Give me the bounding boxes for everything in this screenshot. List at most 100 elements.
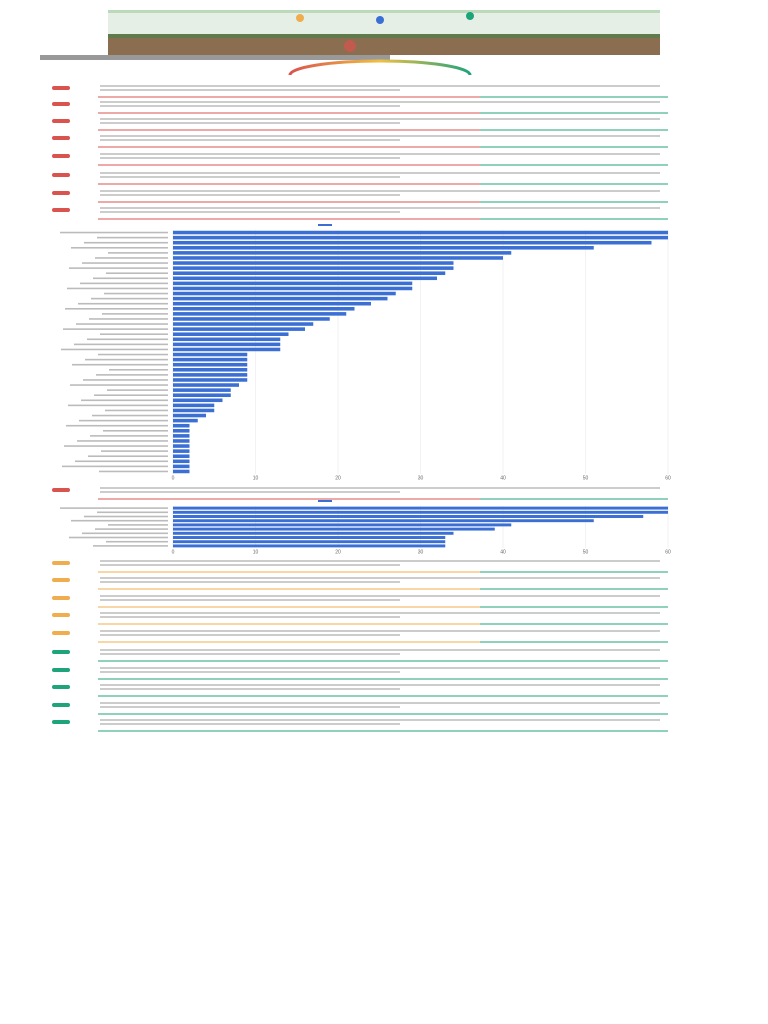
bar [173, 418, 198, 423]
text-line [100, 105, 400, 107]
bar [173, 342, 281, 347]
x-tick-label: 40 [500, 475, 506, 481]
text-line [100, 101, 660, 103]
status-marker [52, 102, 70, 106]
bar [173, 337, 281, 342]
category-label-placeholder [107, 389, 168, 391]
bar [173, 469, 190, 474]
text-line [100, 671, 400, 673]
category-label-placeholder [79, 419, 168, 422]
bar [173, 251, 512, 255]
map-strip [108, 10, 660, 13]
category-label-placeholder [93, 545, 168, 547]
status-marker [52, 119, 70, 123]
x-tick-label: 30 [418, 475, 424, 481]
bar [173, 301, 371, 306]
bar [173, 434, 190, 438]
map-aerial [108, 34, 660, 55]
bar [173, 423, 190, 428]
text-line [100, 577, 660, 579]
category-label-placeholder [77, 440, 168, 442]
category-label-placeholder [85, 358, 168, 361]
bar [173, 235, 668, 240]
status-marker [52, 86, 70, 90]
status-marker [52, 631, 70, 635]
text-line [100, 207, 660, 209]
bar [173, 281, 413, 286]
status-marker [52, 668, 70, 672]
bar [173, 373, 248, 377]
category-label-placeholder [69, 536, 168, 539]
text-line [100, 85, 660, 87]
status-marker [52, 191, 70, 195]
category-label-placeholder [72, 363, 168, 366]
text-line [100, 157, 400, 159]
x-tick-label: 60 [665, 549, 671, 555]
bar [173, 544, 446, 548]
category-label-placeholder [84, 241, 168, 244]
text-line [100, 653, 400, 655]
title-placeholder [40, 55, 390, 60]
text-line [100, 89, 400, 91]
category-label-placeholder [105, 409, 168, 412]
category-label-placeholder [99, 470, 168, 473]
text-line [100, 684, 660, 686]
category-label-placeholder [97, 511, 168, 514]
category-label-placeholder [97, 236, 168, 239]
health-gauge [288, 59, 472, 76]
text-line [100, 634, 400, 636]
text-line [100, 649, 660, 651]
bar [173, 332, 289, 336]
text-line [100, 564, 400, 566]
category-label-placeholder [69, 267, 168, 269]
bar [173, 317, 330, 321]
bar [173, 240, 652, 245]
text-line [100, 491, 400, 493]
bar [173, 276, 437, 281]
category-label-placeholder [67, 287, 168, 290]
bar [173, 506, 668, 510]
x-tick-label: 0 [172, 475, 175, 481]
category-label-placeholder [106, 540, 168, 543]
bar [173, 230, 668, 235]
category-label-placeholder [64, 445, 168, 447]
x-tick-label: 0 [172, 549, 175, 555]
bar [173, 271, 446, 275]
text-line [100, 176, 400, 178]
text-line [100, 211, 400, 213]
bar [173, 444, 190, 448]
bar [173, 352, 248, 357]
status-marker [52, 561, 70, 565]
bar [173, 527, 495, 531]
text-line [100, 560, 660, 562]
status-marker [52, 136, 70, 140]
bar [173, 357, 248, 362]
text-line [100, 581, 400, 583]
category-label-placeholder [60, 231, 168, 234]
map-marker [466, 12, 474, 20]
text-line [100, 667, 660, 669]
bar [173, 347, 281, 352]
text-line [100, 190, 660, 192]
bar [173, 307, 355, 311]
bar [173, 362, 248, 367]
category-label-placeholder [74, 343, 168, 346]
category-label-placeholder [98, 353, 168, 356]
bar [173, 459, 190, 464]
bar [173, 256, 503, 260]
x-tick-label: 60 [665, 475, 671, 481]
bar [173, 519, 594, 523]
x-tick-label: 20 [335, 475, 341, 481]
category-label-placeholder [60, 507, 168, 509]
bar [173, 439, 190, 443]
category-label-placeholder [106, 272, 168, 275]
map-aerial-strip [108, 34, 660, 38]
category-label-placeholder [70, 384, 168, 386]
text-line [100, 630, 660, 632]
text-line [100, 118, 660, 120]
category-label-placeholder [93, 277, 168, 280]
category-label-placeholder [76, 323, 168, 325]
heat-spot [344, 40, 356, 52]
text-line [100, 487, 660, 489]
